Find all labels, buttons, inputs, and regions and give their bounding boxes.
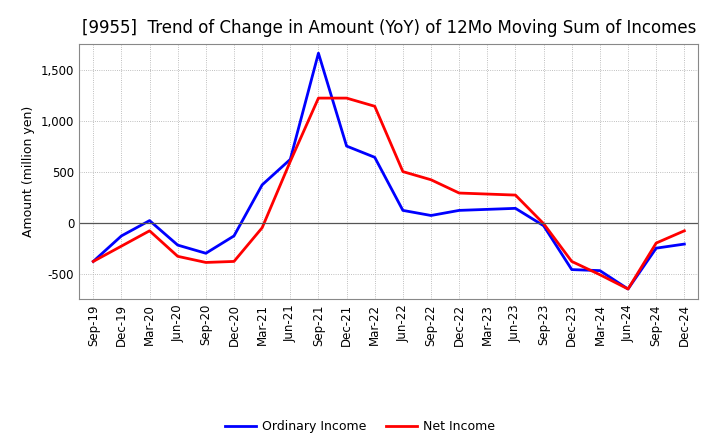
Ordinary Income (595, 268, 604, 273)
Legend: Ordinary Income, Net Income: Ordinary Income, Net Income (220, 415, 500, 438)
Net Income (174, 254, 182, 259)
Net Income (342, 95, 351, 101)
Net Income (624, 286, 632, 292)
Ordinary Income (342, 143, 351, 149)
Ordinary Income (455, 208, 464, 213)
Ordinary Income (230, 233, 238, 238)
Ordinary Income (258, 182, 266, 187)
Ordinary Income (286, 157, 294, 162)
Ordinary Income (539, 223, 548, 228)
Net Income (370, 104, 379, 109)
Net Income (314, 95, 323, 101)
Ordinary Income (202, 251, 210, 256)
Ordinary Income (624, 286, 632, 292)
Ordinary Income (117, 233, 126, 238)
Ordinary Income (174, 242, 182, 248)
Net Income (595, 272, 604, 277)
Net Income (539, 221, 548, 226)
Net Income (483, 191, 492, 197)
Ordinary Income (427, 213, 436, 218)
Net Income (455, 191, 464, 196)
Ordinary Income (314, 51, 323, 56)
Ordinary Income (652, 246, 660, 251)
Net Income (652, 240, 660, 246)
Net Income (145, 228, 154, 234)
Ordinary Income (483, 207, 492, 212)
Ordinary Income (511, 206, 520, 211)
Y-axis label: Amount (million yen): Amount (million yen) (22, 106, 35, 237)
Net Income (399, 169, 408, 174)
Net Income (89, 259, 98, 264)
Net Income (202, 260, 210, 265)
Title: [9955]  Trend of Change in Amount (YoY) of 12Mo Moving Sum of Incomes: [9955] Trend of Change in Amount (YoY) o… (81, 19, 696, 37)
Net Income (230, 259, 238, 264)
Net Income (511, 192, 520, 198)
Line: Ordinary Income: Ordinary Income (94, 53, 684, 289)
Net Income (258, 225, 266, 231)
Net Income (680, 228, 688, 234)
Ordinary Income (89, 259, 98, 264)
Ordinary Income (399, 208, 408, 213)
Ordinary Income (680, 242, 688, 247)
Ordinary Income (145, 218, 154, 223)
Ordinary Income (370, 155, 379, 160)
Net Income (567, 259, 576, 264)
Line: Net Income: Net Income (94, 98, 684, 289)
Net Income (117, 243, 126, 249)
Net Income (427, 177, 436, 183)
Net Income (286, 159, 294, 164)
Ordinary Income (567, 267, 576, 272)
